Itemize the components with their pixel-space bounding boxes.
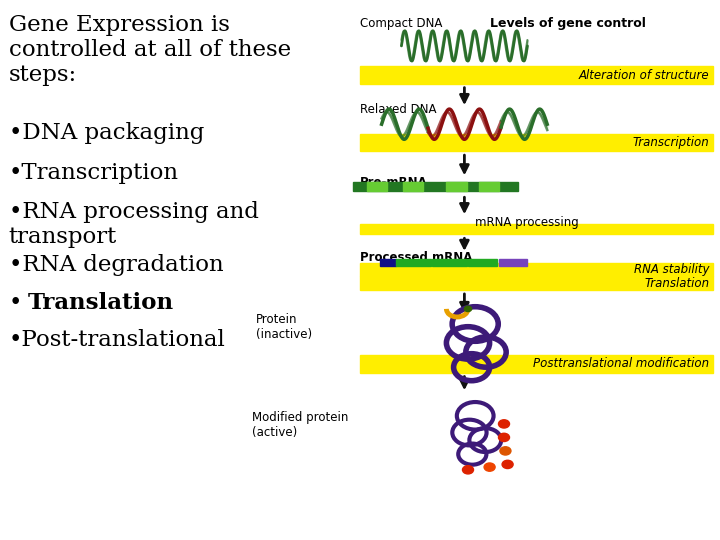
Bar	[498, 259, 528, 266]
Bar	[468, 259, 497, 266]
Circle shape	[498, 420, 510, 428]
Bar	[479, 182, 499, 191]
Circle shape	[464, 306, 472, 312]
Text: Compact DNA: Compact DNA	[360, 17, 442, 30]
Text: Relaxed DNA: Relaxed DNA	[360, 103, 436, 116]
Text: •Transcription: •Transcription	[9, 162, 179, 184]
Text: •RNA degradation: •RNA degradation	[9, 254, 223, 276]
Text: •RNA processing and
transport: •RNA processing and transport	[9, 201, 258, 248]
Bar	[360, 224, 713, 234]
Circle shape	[462, 465, 474, 474]
Bar	[360, 66, 713, 84]
Text: Alteration of structure: Alteration of structure	[579, 69, 709, 82]
Text: Transcription: Transcription	[632, 136, 709, 149]
Bar	[360, 134, 713, 151]
Bar	[380, 259, 396, 266]
Circle shape	[502, 460, 513, 469]
Bar	[446, 182, 467, 191]
Bar	[360, 262, 713, 276]
Circle shape	[500, 447, 511, 455]
Text: mRNA processing: mRNA processing	[475, 216, 579, 229]
Text: Processed mRNA: Processed mRNA	[360, 251, 472, 264]
Bar	[353, 182, 518, 191]
Text: Posttranslational modification: Posttranslational modification	[533, 357, 709, 370]
Bar	[396, 259, 431, 266]
Bar	[360, 276, 713, 290]
Bar	[367, 182, 387, 191]
Text: •: •	[9, 292, 22, 314]
Circle shape	[498, 433, 510, 442]
Text: •DNA packaging: •DNA packaging	[9, 122, 204, 144]
Text: Protein
(inactive): Protein (inactive)	[256, 313, 312, 341]
Text: RNA stability: RNA stability	[634, 263, 709, 276]
Text: Levels of gene control: Levels of gene control	[490, 17, 645, 30]
Text: Gene Expression is
controlled at all of these
steps:: Gene Expression is controlled at all of …	[9, 14, 291, 86]
Text: Pre-mRNA: Pre-mRNA	[360, 176, 428, 188]
Text: Modified protein
(active): Modified protein (active)	[252, 411, 348, 440]
Text: Translation: Translation	[27, 292, 174, 314]
Text: Translation: Translation	[644, 276, 709, 289]
Bar	[360, 355, 713, 373]
Text: •Post-translational: •Post-translational	[9, 329, 225, 352]
Bar	[403, 182, 423, 191]
Bar	[432, 259, 467, 266]
Circle shape	[484, 463, 495, 471]
